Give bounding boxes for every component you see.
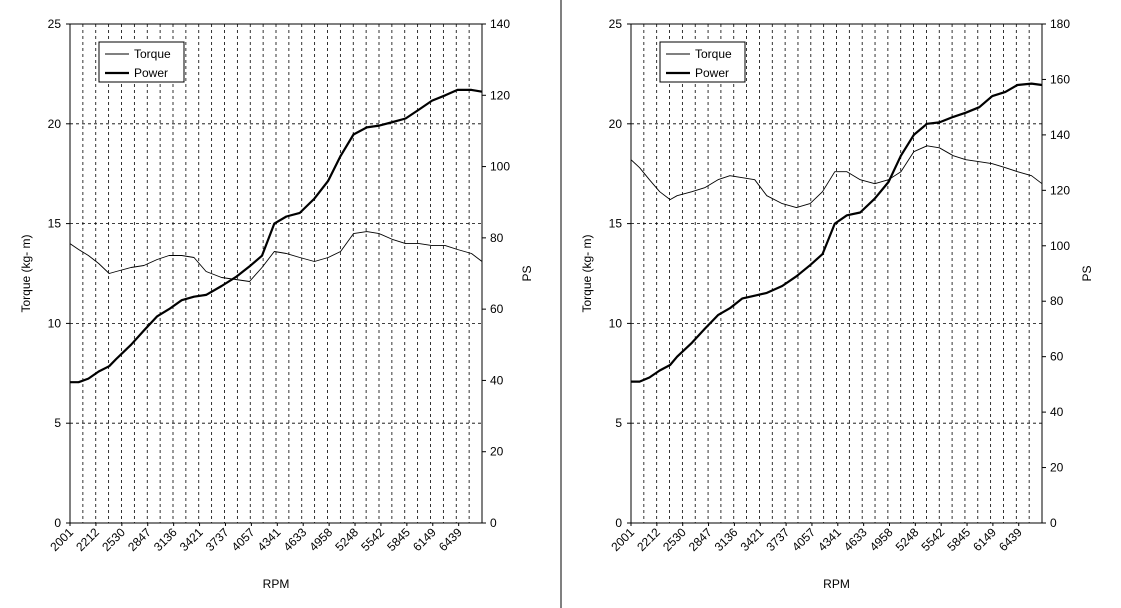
x-tick-label: 4341 [255, 525, 284, 554]
right-y-tick-label: 0 [1050, 516, 1057, 530]
right-y-tick-label: 140 [490, 17, 510, 31]
x-tick-label: 4341 [815, 525, 844, 554]
x-tick-label: 4958 [867, 525, 896, 554]
legend-box [98, 41, 185, 83]
left-y-tick-label: 10 [609, 316, 623, 330]
left-y-tick-label: 0 [54, 516, 61, 530]
plot-frame [630, 23, 1043, 524]
x-tick-label: 2530 [660, 525, 689, 554]
x-tick-label: 5845 [384, 525, 413, 554]
x-tick-label: 3421 [738, 525, 767, 554]
left-y-tick-label: 5 [615, 416, 622, 430]
right-y-tick-label: 160 [1050, 72, 1070, 86]
x-tick-label: 3136 [712, 525, 741, 554]
chart-right: 0 5 10 15 20 25 0 20 40 60 80 100 120 140 160 180 200122… [580, 17, 1094, 591]
plot-frame [69, 23, 483, 524]
x-tick-label: 6149 [410, 525, 439, 554]
x-tick-label: 4057 [229, 525, 258, 554]
x-tick-label: 4057 [789, 525, 818, 554]
x-tick-label: 5542 [358, 525, 387, 554]
legend-label: Torque [134, 47, 171, 61]
legend-box [659, 41, 746, 83]
right-y-tick-label: 180 [1050, 17, 1070, 31]
x-axis-title: RPM [263, 577, 290, 591]
left-y-tick-label: 0 [615, 516, 622, 530]
x-tick-label: 5248 [332, 525, 361, 554]
x-tick-label: 5248 [893, 525, 922, 554]
right-y-tick-label: 80 [490, 231, 504, 245]
x-tick-label: 5845 [944, 525, 973, 554]
series-line-power [70, 88, 483, 384]
right-y-tick-label: 120 [490, 88, 510, 102]
x-tick-label: 3421 [177, 525, 206, 554]
left-y-tick-label: 20 [48, 117, 62, 131]
right-y-tick-label: 0 [490, 516, 497, 530]
x-tick-label: 2212 [634, 525, 663, 554]
x-tick-label: 2847 [686, 525, 715, 554]
series-line-power [631, 82, 1043, 383]
x-tick-label: 6439 [996, 525, 1025, 554]
x-tick-label: 2001 [608, 525, 637, 554]
right-y-tick-label: 20 [1050, 461, 1064, 475]
x-tick-label: 5542 [919, 525, 948, 554]
left-y-tick-label: 5 [54, 416, 61, 430]
left-y-tick-label: 10 [48, 316, 62, 330]
legend-label: Power [134, 66, 168, 80]
right-y-axis-title: PS [1080, 265, 1094, 281]
x-tick-label: 2001 [47, 525, 76, 554]
x-tick-label: 3737 [203, 525, 232, 554]
left-y-tick-label: 25 [48, 17, 62, 31]
series-line-torque [630, 145, 1043, 209]
legend-label: Power [695, 66, 729, 80]
right-y-tick-label: 100 [490, 160, 510, 174]
right-y-tick-label: 60 [1050, 350, 1064, 364]
x-tick-label: 4633 [841, 525, 870, 554]
chart-left: 0 5 10 15 20 25 0 20 40 60 80 100 120 140 200122122530… [19, 17, 534, 591]
x-tick-label: 3136 [151, 525, 180, 554]
right-y-tick-label: 40 [490, 373, 504, 387]
right-y-tick-label: 80 [1050, 294, 1064, 308]
left-y-axis-title: Torque (kg- m) [19, 234, 33, 312]
x-axis-title: RPM [823, 577, 850, 591]
x-tick-label: 4958 [306, 525, 335, 554]
left-y-axis-title: Torque (kg- m) [580, 234, 594, 312]
right-y-tick-label: 100 [1050, 239, 1070, 253]
x-tick-label: 3737 [763, 525, 792, 554]
right-y-tick-label: 40 [1050, 405, 1064, 419]
right-y-tick-label: 140 [1050, 128, 1070, 142]
right-y-tick-label: 60 [490, 302, 504, 316]
left-y-tick-label: 15 [48, 217, 62, 231]
x-tick-label: 2212 [73, 525, 102, 554]
right-y-tick-label: 120 [1050, 183, 1070, 197]
right-y-axis-title: PS [520, 265, 534, 281]
x-tick-label: 2847 [125, 525, 154, 554]
series-line-torque [69, 231, 483, 282]
left-y-tick-label: 15 [609, 217, 623, 231]
x-tick-label: 2530 [99, 525, 128, 554]
left-y-tick-label: 25 [609, 17, 623, 31]
legend-label: Torque [695, 47, 732, 61]
x-tick-label: 6439 [436, 525, 465, 554]
x-tick-label: 6149 [970, 525, 999, 554]
x-tick-label: 4633 [281, 525, 310, 554]
left-y-tick-label: 20 [609, 117, 623, 131]
right-y-tick-label: 20 [490, 445, 504, 459]
